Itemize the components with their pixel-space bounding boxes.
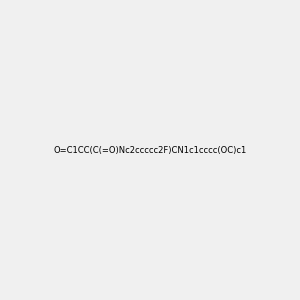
Text: O=C1CC(C(=O)Nc2ccccc2F)CN1c1cccc(OC)c1: O=C1CC(C(=O)Nc2ccccc2F)CN1c1cccc(OC)c1 <box>53 146 247 154</box>
